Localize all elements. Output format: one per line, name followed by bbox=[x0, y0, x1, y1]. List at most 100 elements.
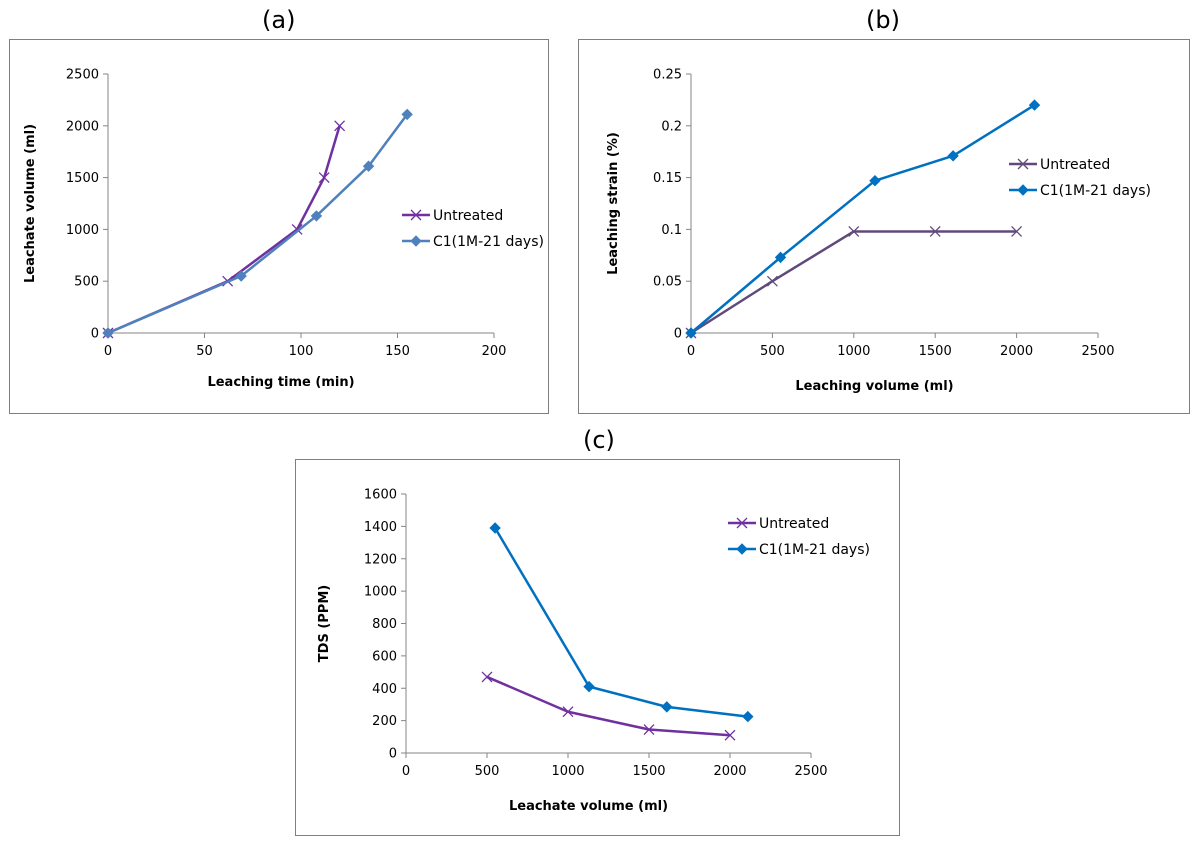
chart-c-y-tick-label: 1200 bbox=[364, 552, 397, 567]
chart-c-legend-item-0: Untreated bbox=[728, 516, 829, 532]
chart-b-series-1-point bbox=[685, 327, 697, 339]
chart-b-y-tick-label: 0.1 bbox=[661, 223, 682, 238]
chart-b-x-tick-label: 0 bbox=[687, 344, 695, 359]
chart-c-series-0-point bbox=[481, 671, 493, 683]
chart-c-y-tick-label: 1400 bbox=[364, 520, 397, 535]
chart-c-x-tick-label: 2500 bbox=[794, 764, 827, 779]
chart-c-y-tick-label: 1600 bbox=[364, 488, 397, 503]
chart-a-legend-item-0: Untreated bbox=[402, 208, 503, 224]
chart-a-series-1-point bbox=[310, 210, 323, 222]
chart-c-series-0-point bbox=[643, 724, 655, 735]
chart-a: 0 500 1000 1500 2000 2500 0 50 100 150 200 Leaching… bbox=[23, 68, 544, 391]
chart-c-series-1-point bbox=[489, 522, 501, 534]
chart-a-legend-label: Untreated bbox=[433, 208, 503, 224]
chart-c-y-tick-label: 600 bbox=[372, 649, 397, 664]
chart-c-series-0-point bbox=[562, 706, 574, 718]
chart-c: 0 200 400 600 800 1000 1200 1400 1600 0 500 1000 150… bbox=[317, 488, 870, 815]
chart-b-y-tick-label: 0.25 bbox=[653, 68, 682, 83]
chart-c-series-0 bbox=[481, 671, 736, 741]
chart-a-x-tick-label: 0 bbox=[104, 344, 112, 359]
chart-c-series-0-line bbox=[486, 675, 731, 737]
chart-c-series-1-point bbox=[583, 680, 595, 693]
chart-c-x-tick-label: 500 bbox=[475, 764, 500, 779]
chart-a-legend-label: C1(1M-21 days) bbox=[433, 234, 544, 250]
chart-b-y-tick-label: 0 bbox=[674, 327, 682, 342]
chart-b-x-tick-label: 1000 bbox=[837, 344, 870, 359]
chart-b-x-tick-label: 1500 bbox=[919, 344, 952, 359]
chart-b-y-tick-label: 0.15 bbox=[653, 171, 682, 186]
chart-c-y-axis-title: TDS (PPM) bbox=[317, 585, 332, 662]
chart-a-legend-item-1: C1(1M-21 days) bbox=[402, 234, 544, 250]
chart-a-series-1-point bbox=[235, 270, 247, 282]
chart-a-series-0-line bbox=[107, 125, 341, 335]
chart-a-y-tick-label: 2000 bbox=[66, 119, 99, 134]
chart-b-legend-marker bbox=[1017, 158, 1029, 170]
chart-b-x-tick-label: 2000 bbox=[1000, 344, 1033, 359]
chart-a-y-tick-label: 1500 bbox=[66, 171, 99, 186]
chart-b-legend-label: C1(1M-21 days) bbox=[1040, 183, 1151, 199]
chart-a-x-tick-label: 200 bbox=[482, 344, 507, 359]
chart-b-series-0-point bbox=[929, 226, 941, 237]
chart-b-series-1 bbox=[685, 99, 1041, 339]
chart-b-series-0-point bbox=[848, 226, 860, 237]
chart-a-series-1 bbox=[102, 108, 413, 339]
chart-b-series-0-point bbox=[766, 275, 778, 287]
chart-b-legend-marker bbox=[1017, 184, 1029, 196]
panel-label-a: (a) bbox=[262, 6, 296, 34]
chart-c-y-tick-label: 200 bbox=[372, 714, 397, 729]
chart-a-x-tick-label: 100 bbox=[289, 344, 314, 359]
chart-b-x-axis-title: Leaching volume (ml) bbox=[795, 379, 953, 394]
chart-c-x-tick-label: 1500 bbox=[632, 764, 665, 779]
chart-a-legend-marker bbox=[410, 209, 422, 221]
chart-c-y-tick-label: 1000 bbox=[364, 585, 397, 600]
chart-a-series-1-line bbox=[107, 113, 409, 335]
chart-c-y-tick-label: 0 bbox=[389, 747, 397, 762]
chart-a-legend-marker bbox=[410, 235, 422, 247]
chart-c-frame: 0 200 400 600 800 1000 1200 1400 1600 0 500 1000 150… bbox=[295, 459, 900, 836]
chart-b-y-tick-label: 0.05 bbox=[653, 275, 682, 290]
chart-a-x-axis-title: Leaching time (min) bbox=[207, 375, 354, 390]
chart-c-legend-marker bbox=[736, 543, 748, 555]
chart-c-legend-item-1: C1(1M-21 days) bbox=[728, 542, 870, 558]
chart-b-series-1-point bbox=[947, 150, 959, 162]
chart-a-series-1-point bbox=[362, 160, 375, 172]
chart-b-legend-label: Untreated bbox=[1040, 157, 1110, 173]
chart-c-x-tick-label: 1000 bbox=[551, 764, 584, 779]
chart-c-legend-label: C1(1M-21 days) bbox=[759, 542, 870, 558]
chart-b-series-0-line bbox=[690, 230, 1017, 335]
chart-a-series-1-point bbox=[102, 327, 114, 339]
chart-c-series-1 bbox=[489, 522, 754, 723]
chart-b-series-1-point bbox=[1028, 99, 1041, 111]
chart-b-y-axis-title: Leaching strain (%) bbox=[606, 132, 621, 275]
chart-a-y-axis-title: Leachate volume (ml) bbox=[23, 124, 38, 283]
chart-c-y-tick-label: 400 bbox=[372, 682, 397, 697]
chart-a-y-tick-label: 2500 bbox=[66, 68, 99, 83]
chart-b-y-tick-label: 0.2 bbox=[661, 119, 682, 134]
chart-a-series-0-point bbox=[334, 120, 346, 132]
chart-b-series-0-point bbox=[1011, 226, 1023, 237]
chart-a-x-tick-label: 50 bbox=[196, 344, 213, 359]
chart-a-series-1-point bbox=[401, 108, 413, 121]
chart-b-frame: 0 0.05 0.1 0.15 0.2 0.25 0 500 1000 1500 2000 2500 L… bbox=[578, 39, 1190, 414]
chart-a-y-tick-label: 0 bbox=[91, 327, 99, 342]
chart-a-y-tick-label: 1000 bbox=[66, 223, 99, 238]
chart-c-series-0-point bbox=[724, 729, 736, 741]
chart-c-x-axis-title: Leachate volume (ml) bbox=[509, 799, 668, 814]
chart-c-series-1-point bbox=[742, 710, 754, 723]
chart-b-series-0 bbox=[685, 226, 1023, 339]
chart-c-x-tick-label: 0 bbox=[402, 764, 410, 779]
chart-a-series-0 bbox=[102, 120, 346, 339]
chart-a-y-tick-label: 500 bbox=[74, 275, 99, 290]
chart-a-x-tick-label: 150 bbox=[385, 344, 410, 359]
chart-c-legend-label: Untreated bbox=[759, 516, 829, 532]
chart-c-series-1-line bbox=[494, 527, 748, 718]
chart-b-series-1-point bbox=[869, 175, 881, 187]
chart-a-series-0-point bbox=[318, 172, 330, 184]
chart-b-series-1-point bbox=[774, 251, 787, 264]
chart-b-legend-item-1: C1(1M-21 days) bbox=[1009, 183, 1151, 199]
chart-a-frame: 0 500 1000 1500 2000 2500 0 50 100 150 200 Leaching… bbox=[9, 39, 549, 414]
panel-label-b: (b) bbox=[866, 6, 900, 34]
chart-c-series-1-point bbox=[661, 701, 673, 713]
chart-c-y-tick-label: 800 bbox=[372, 617, 397, 632]
panel-label-c: (c) bbox=[583, 426, 615, 454]
